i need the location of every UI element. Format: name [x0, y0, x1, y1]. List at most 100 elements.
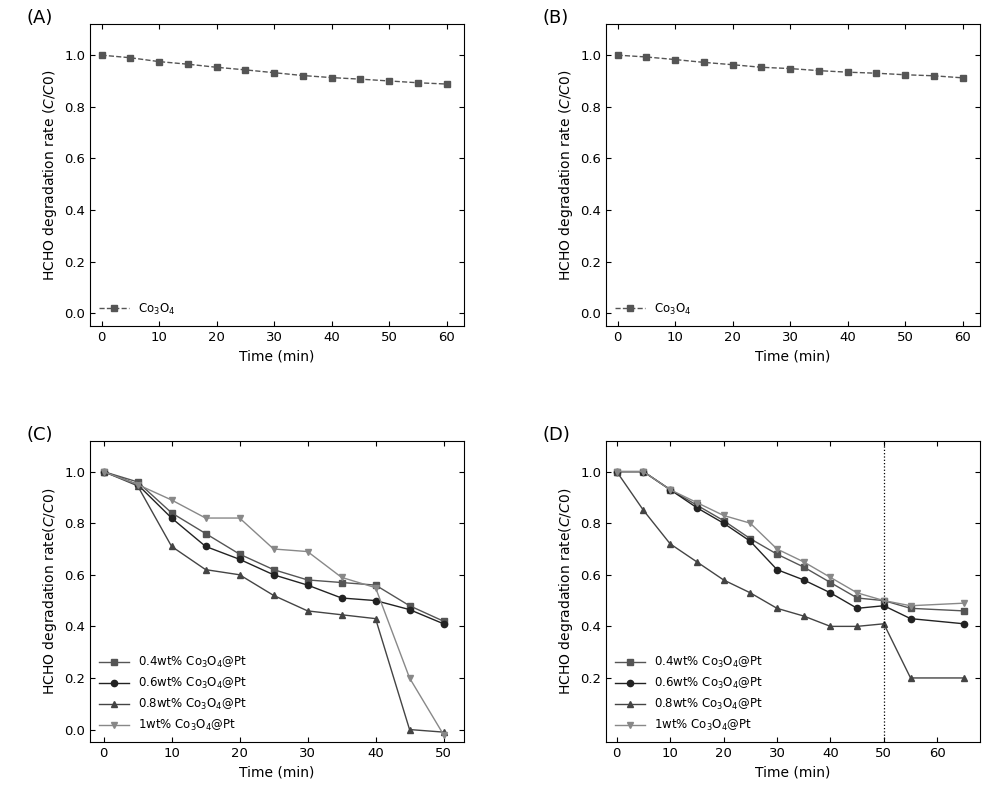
1wt% Co$_3$O$_4$@Pt: [958, 598, 970, 608]
1wt% Co$_3$O$_4$@Pt: [611, 466, 623, 476]
0.4wt% Co$_3$O$_4$@Pt: [438, 617, 450, 626]
0.6wt% Co$_3$O$_4$@Pt: [268, 570, 280, 579]
0.8wt% Co$_3$O$_4$@Pt: [851, 621, 863, 631]
0.8wt% Co$_3$O$_4$@Pt: [878, 619, 890, 629]
0.8wt% Co$_3$O$_4$@Pt: [691, 557, 703, 567]
0.4wt% Co$_3$O$_4$@Pt: [166, 508, 178, 518]
Y-axis label: HCHO degradation rate($C$/$C0$): HCHO degradation rate($C$/$C0$): [557, 488, 575, 695]
1wt% Co$_3$O$_4$@Pt: [798, 557, 810, 567]
0.6wt% Co$_3$O$_4$@Pt: [234, 554, 246, 564]
Line: 1wt% Co$_3$O$_4$@Pt: 1wt% Co$_3$O$_4$@Pt: [100, 469, 447, 738]
0.8wt% Co$_3$O$_4$@Pt: [166, 541, 178, 551]
1wt% Co$_3$O$_4$@Pt: [718, 511, 730, 521]
1wt% Co$_3$O$_4$@Pt: [268, 544, 280, 554]
1wt% Co$_3$O$_4$@Pt: [905, 601, 917, 611]
0.6wt% Co$_3$O$_4$@Pt: [664, 485, 676, 495]
0.4wt% Co$_3$O$_4$@Pt: [664, 485, 676, 495]
0.4wt% Co$_3$O$_4$@Pt: [824, 578, 836, 587]
0.8wt% Co$_3$O$_4$@Pt: [132, 481, 144, 491]
0.4wt% Co$_3$O$_4$@Pt: [370, 580, 382, 590]
Line: 0.8wt% Co$_3$O$_4$@Pt: 0.8wt% Co$_3$O$_4$@Pt: [100, 469, 447, 735]
0.8wt% Co$_3$O$_4$@Pt: [336, 610, 348, 620]
0.4wt% Co$_3$O$_4$@Pt: [905, 604, 917, 613]
1wt% Co$_3$O$_4$@Pt: [370, 583, 382, 592]
0.8wt% Co$_3$O$_4$@Pt: [637, 505, 649, 515]
0.4wt% Co$_3$O$_4$@Pt: [132, 477, 144, 487]
0.4wt% Co$_3$O$_4$@Pt: [771, 550, 783, 559]
0.6wt% Co$_3$O$_4$@Pt: [691, 503, 703, 512]
0.8wt% Co$_3$O$_4$@Pt: [611, 466, 623, 476]
1wt% Co$_3$O$_4$@Pt: [336, 572, 348, 582]
Legend: 0.4wt% Co$_3$O$_4$@Pt, 0.6wt% Co$_3$O$_4$@Pt, 0.8wt% Co$_3$O$_4$@Pt, 1wt% Co$_3$: 0.4wt% Co$_3$O$_4$@Pt, 0.6wt% Co$_3$O$_4…: [612, 651, 767, 737]
0.6wt% Co$_3$O$_4$@Pt: [637, 466, 649, 476]
0.6wt% Co$_3$O$_4$@Pt: [824, 588, 836, 598]
0.8wt% Co$_3$O$_4$@Pt: [268, 591, 280, 600]
X-axis label: Time (min): Time (min): [755, 766, 831, 780]
1wt% Co$_3$O$_4$@Pt: [234, 513, 246, 523]
Text: (A): (A): [26, 9, 53, 27]
1wt% Co$_3$O$_4$@Pt: [302, 546, 314, 556]
0.4wt% Co$_3$O$_4$@Pt: [851, 593, 863, 603]
Y-axis label: HCHO degradation rate ($C$/$C0$): HCHO degradation rate ($C$/$C0$): [41, 69, 59, 281]
1wt% Co$_3$O$_4$@Pt: [771, 544, 783, 554]
Line: 0.8wt% Co$_3$O$_4$@Pt: 0.8wt% Co$_3$O$_4$@Pt: [614, 469, 967, 681]
1wt% Co$_3$O$_4$@Pt: [132, 479, 144, 489]
1wt% Co$_3$O$_4$@Pt: [404, 673, 416, 683]
0.4wt% Co$_3$O$_4$@Pt: [302, 575, 314, 585]
0.6wt% Co$_3$O$_4$@Pt: [438, 619, 450, 629]
0.4wt% Co$_3$O$_4$@Pt: [336, 578, 348, 587]
0.6wt% Co$_3$O$_4$@Pt: [132, 479, 144, 489]
0.4wt% Co$_3$O$_4$@Pt: [958, 606, 970, 616]
0.6wt% Co$_3$O$_4$@Pt: [958, 619, 970, 629]
1wt% Co$_3$O$_4$@Pt: [744, 518, 756, 528]
Y-axis label: HCHO degradation rate ($C$/$C0$): HCHO degradation rate ($C$/$C0$): [557, 69, 575, 281]
0.6wt% Co$_3$O$_4$@Pt: [98, 466, 110, 476]
Line: 1wt% Co$_3$O$_4$@Pt: 1wt% Co$_3$O$_4$@Pt: [614, 469, 967, 608]
0.8wt% Co$_3$O$_4$@Pt: [958, 673, 970, 683]
0.8wt% Co$_3$O$_4$@Pt: [771, 604, 783, 613]
0.6wt% Co$_3$O$_4$@Pt: [878, 601, 890, 611]
0.6wt% Co$_3$O$_4$@Pt: [718, 518, 730, 528]
0.6wt% Co$_3$O$_4$@Pt: [611, 466, 623, 476]
0.6wt% Co$_3$O$_4$@Pt: [336, 593, 348, 603]
0.6wt% Co$_3$O$_4$@Pt: [905, 614, 917, 624]
1wt% Co$_3$O$_4$@Pt: [824, 572, 836, 582]
0.8wt% Co$_3$O$_4$@Pt: [798, 611, 810, 621]
1wt% Co$_3$O$_4$@Pt: [691, 498, 703, 508]
0.8wt% Co$_3$O$_4$@Pt: [404, 725, 416, 734]
0.6wt% Co$_3$O$_4$@Pt: [798, 575, 810, 585]
Y-axis label: HCHO degradation rate($C$/$C0$): HCHO degradation rate($C$/$C0$): [41, 488, 59, 695]
1wt% Co$_3$O$_4$@Pt: [98, 466, 110, 476]
Line: 0.4wt% Co$_3$O$_4$@Pt: 0.4wt% Co$_3$O$_4$@Pt: [614, 469, 967, 614]
0.6wt% Co$_3$O$_4$@Pt: [166, 513, 178, 523]
0.8wt% Co$_3$O$_4$@Pt: [824, 621, 836, 631]
Line: 0.6wt% Co$_3$O$_4$@Pt: 0.6wt% Co$_3$O$_4$@Pt: [614, 469, 967, 627]
X-axis label: Time (min): Time (min): [239, 766, 315, 780]
0.8wt% Co$_3$O$_4$@Pt: [302, 606, 314, 616]
1wt% Co$_3$O$_4$@Pt: [166, 495, 178, 505]
0.4wt% Co$_3$O$_4$@Pt: [234, 550, 246, 559]
0.4wt% Co$_3$O$_4$@Pt: [611, 466, 623, 476]
0.4wt% Co$_3$O$_4$@Pt: [200, 529, 212, 538]
0.6wt% Co$_3$O$_4$@Pt: [404, 604, 416, 614]
Legend: Co$_3$O$_4$: Co$_3$O$_4$: [612, 298, 695, 320]
0.6wt% Co$_3$O$_4$@Pt: [302, 580, 314, 590]
0.8wt% Co$_3$O$_4$@Pt: [664, 539, 676, 549]
0.6wt% Co$_3$O$_4$@Pt: [370, 596, 382, 605]
Legend: Co$_3$O$_4$: Co$_3$O$_4$: [96, 298, 179, 320]
0.6wt% Co$_3$O$_4$@Pt: [200, 541, 212, 551]
0.8wt% Co$_3$O$_4$@Pt: [718, 575, 730, 585]
X-axis label: Time (min): Time (min): [239, 349, 315, 363]
0.4wt% Co$_3$O$_4$@Pt: [637, 466, 649, 476]
0.8wt% Co$_3$O$_4$@Pt: [200, 565, 212, 575]
0.4wt% Co$_3$O$_4$@Pt: [268, 565, 280, 575]
1wt% Co$_3$O$_4$@Pt: [851, 588, 863, 598]
0.6wt% Co$_3$O$_4$@Pt: [771, 565, 783, 575]
0.8wt% Co$_3$O$_4$@Pt: [98, 466, 110, 476]
0.8wt% Co$_3$O$_4$@Pt: [370, 614, 382, 624]
1wt% Co$_3$O$_4$@Pt: [637, 466, 649, 476]
1wt% Co$_3$O$_4$@Pt: [664, 485, 676, 495]
Text: (C): (C): [26, 425, 53, 444]
0.8wt% Co$_3$O$_4$@Pt: [234, 570, 246, 579]
0.4wt% Co$_3$O$_4$@Pt: [744, 534, 756, 544]
